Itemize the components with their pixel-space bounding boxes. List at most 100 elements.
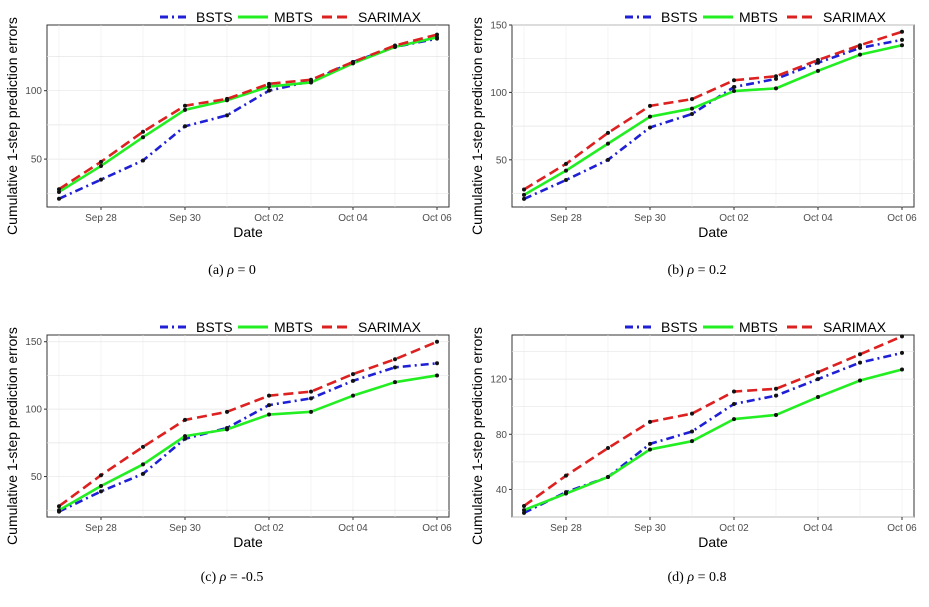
- data-point-sarimax: [858, 352, 862, 357]
- series-line-sarimax: [58, 340, 438, 508]
- data-point-mbts: [267, 412, 271, 417]
- y-tick-label: 120: [490, 375, 507, 386]
- data-point-mbts: [57, 508, 61, 513]
- y-tick-label: 50: [496, 155, 508, 166]
- series-line-bsts: [523, 351, 903, 515]
- caption-symbol: ρ: [687, 570, 695, 585]
- data-point-mbts: [183, 434, 187, 439]
- x-tick-label: Sep 30: [634, 523, 666, 534]
- y-axis-title: Cumulative 1-step prediction errors: [4, 17, 20, 235]
- data-point-bsts: [309, 396, 313, 401]
- y-tick-label: 100: [25, 86, 42, 97]
- data-point-sarimax: [393, 357, 397, 362]
- data-point-bsts: [435, 361, 439, 366]
- data-point-bsts: [900, 350, 904, 355]
- data-point-sarimax: [393, 43, 397, 48]
- data-point-mbts: [351, 393, 355, 398]
- caption-symbol: ρ: [227, 263, 234, 278]
- y-tick-label: 50: [31, 472, 43, 483]
- data-point-mbts: [267, 84, 271, 89]
- series-line-bsts: [58, 362, 438, 513]
- data-point-mbts: [858, 378, 862, 383]
- y-tick-label: 100: [25, 405, 42, 416]
- chart-panel-b: BSTS MBTS SARIMAX Sep 28 Sep 30 Oct 02 Oct 04 O…: [465, 0, 929, 297]
- caption-value: = 0.2: [697, 263, 727, 278]
- chart-panel-d: BSTS MBTS SARIMAX Sep 28 Sep 30 Oct 02 Oct 04 O…: [465, 310, 929, 607]
- x-tick-label: Oct 06: [887, 523, 917, 534]
- series-line-bsts: [523, 38, 903, 201]
- data-point-sarimax: [141, 444, 145, 449]
- legend-label-bsts: BSTS: [661, 9, 698, 25]
- data-point-mbts: [900, 43, 904, 48]
- data-point-mbts: [900, 367, 904, 372]
- data-point-bsts: [606, 157, 610, 162]
- legend-label-mbts: MBTS: [739, 9, 778, 25]
- data-point-mbts: [522, 508, 526, 513]
- x-tick-label: Oct 02: [719, 523, 749, 534]
- legend-label-sarimax: SARIMAX: [358, 9, 422, 25]
- data-point-sarimax: [183, 417, 187, 422]
- data-point-sarimax: [57, 187, 61, 192]
- plot-area: [511, 24, 915, 208]
- data-point-sarimax: [435, 339, 439, 344]
- data-point-mbts: [435, 373, 439, 378]
- data-point-mbts: [141, 135, 145, 140]
- x-tick-label: Sep 28: [85, 213, 117, 224]
- caption-label: (d): [667, 570, 684, 585]
- data-point-sarimax: [141, 129, 145, 134]
- data-point-mbts: [606, 141, 610, 146]
- caption-symbol: ρ: [687, 263, 695, 278]
- data-point-mbts: [564, 491, 568, 496]
- x-axis-title: Date: [233, 224, 263, 240]
- caption-b: (b) ρ = 0.2: [465, 263, 929, 279]
- x-tick-label: Oct 06: [422, 523, 452, 534]
- series-line-sarimax: [523, 30, 903, 191]
- data-point-mbts: [732, 89, 736, 94]
- x-tick-label: Sep 30: [169, 213, 201, 224]
- caption-a: (a) ρ = 0: [0, 263, 464, 279]
- data-point-bsts: [141, 471, 145, 476]
- chart-panel-a: BSTS MBTS SARIMAX Sep 28 Sep 30 Oct 02 Oct 04 O…: [0, 0, 464, 297]
- data-point-bsts: [564, 178, 568, 183]
- legend-label-bsts: BSTS: [661, 319, 698, 335]
- x-tick-label: Sep 28: [550, 523, 582, 534]
- caption-d: (d) ρ = 0.8: [465, 570, 929, 586]
- data-point-sarimax: [858, 43, 862, 48]
- data-point-mbts: [57, 189, 61, 194]
- x-tick-label: Oct 06: [887, 213, 917, 224]
- chart-svg-d: BSTS MBTS SARIMAX Sep 28 Sep 30 Oct 02 Oct 04 O…: [469, 319, 917, 550]
- chart-svg-c: BSTS MBTS SARIMAX Sep 28 Sep 30 Oct 02 Oct 04 O…: [4, 319, 452, 550]
- data-point-sarimax: [564, 161, 568, 166]
- data-point-sarimax: [690, 97, 694, 102]
- x-tick-label: Oct 02: [254, 523, 284, 534]
- legend-label-bsts: BSTS: [196, 319, 233, 335]
- data-point-mbts: [858, 52, 862, 57]
- legend-label-sarimax: SARIMAX: [358, 319, 422, 335]
- data-point-mbts: [564, 168, 568, 173]
- data-point-sarimax: [351, 59, 355, 64]
- data-point-mbts: [606, 475, 610, 480]
- data-point-sarimax: [183, 103, 187, 108]
- caption-label: (a): [208, 263, 224, 278]
- data-point-mbts: [522, 192, 526, 197]
- x-axis-title: Date: [698, 224, 728, 240]
- data-point-sarimax: [522, 187, 526, 192]
- legend-label-mbts: MBTS: [739, 319, 778, 335]
- series-line-mbts: [58, 374, 438, 512]
- data-point-mbts: [774, 86, 778, 91]
- y-tick-label: 80: [496, 430, 508, 441]
- data-point-bsts: [732, 85, 736, 90]
- chart-panel-c: BSTS MBTS SARIMAX Sep 28 Sep 30 Oct 02 Oct 04 O…: [0, 310, 464, 607]
- data-point-bsts: [816, 377, 820, 382]
- data-point-mbts: [816, 68, 820, 73]
- y-tick-label: 40: [496, 485, 508, 496]
- data-point-mbts: [393, 380, 397, 385]
- y-tick-label: 100: [490, 88, 507, 99]
- data-point-sarimax: [606, 130, 610, 135]
- legend-label-mbts: MBTS: [274, 9, 313, 25]
- data-point-sarimax: [564, 473, 568, 478]
- data-point-mbts: [648, 114, 652, 119]
- series-line-sarimax: [58, 33, 438, 191]
- data-point-sarimax: [816, 370, 820, 375]
- data-point-sarimax: [606, 446, 610, 451]
